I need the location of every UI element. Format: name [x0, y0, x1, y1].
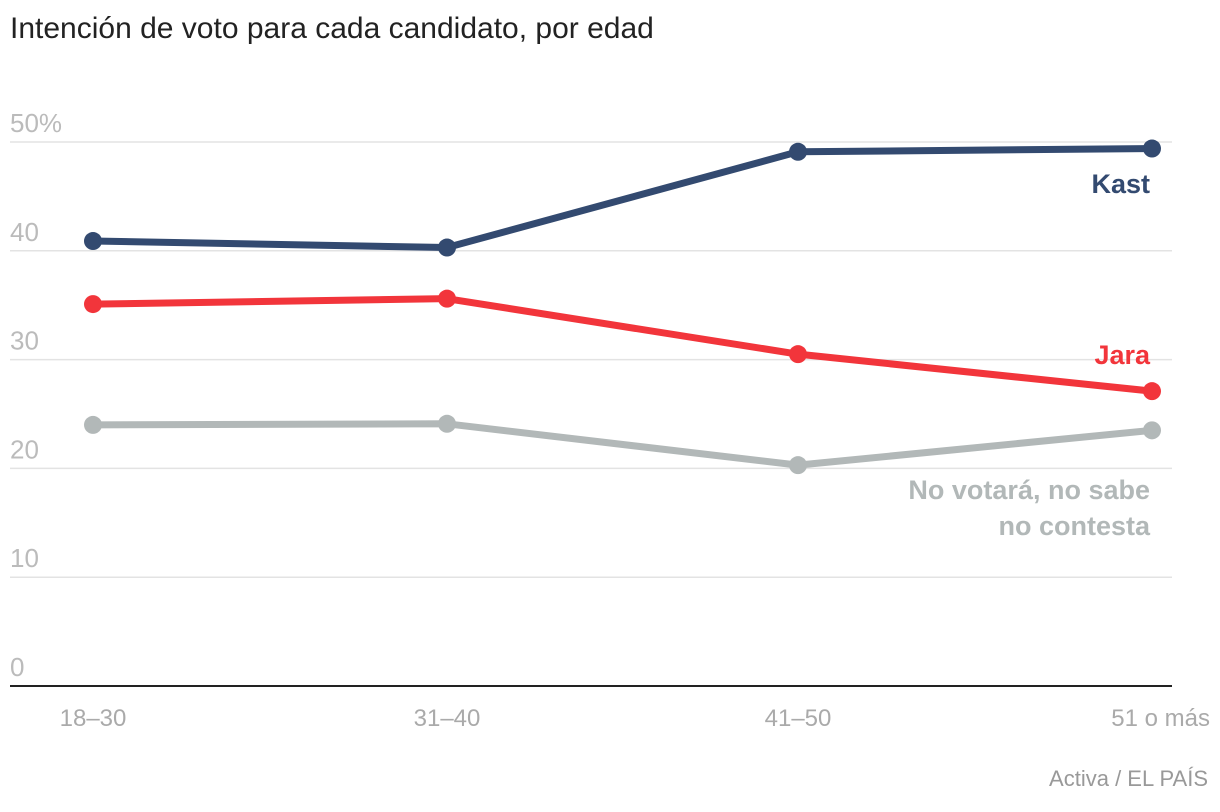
- series-label: Jara: [1094, 340, 1151, 370]
- x-axis-ticks: 18–30 31–40 41–50 51 o más: [60, 705, 1210, 732]
- data-point: [438, 414, 456, 433]
- series-label: No votará, no sabe: [908, 475, 1150, 505]
- data-point: [1143, 421, 1161, 440]
- series-line-jara: [89, 295, 1156, 395]
- x-tick-label: 31–40: [414, 705, 481, 732]
- gridlines: [10, 141, 1172, 578]
- data-point: [84, 415, 102, 434]
- y-tick-label: 0: [10, 652, 24, 682]
- series-labels: Kast Jara No votará, no sabe no contesta: [908, 169, 1151, 541]
- x-tick-label: 18–30: [60, 705, 127, 732]
- y-tick-label: 50%: [10, 108, 62, 138]
- data-point: [84, 295, 102, 314]
- source-credit: Activa / EL PAÍS: [1049, 766, 1208, 791]
- data-point: [1143, 382, 1161, 401]
- y-axis-ticks: 50% 40 30 20 10 0: [10, 108, 62, 682]
- y-tick-label: 30: [10, 326, 39, 356]
- y-tick-label: 20: [10, 434, 39, 464]
- series-label: no contesta: [998, 511, 1151, 541]
- data-point: [438, 289, 456, 308]
- data-point: [789, 456, 807, 475]
- data-point: [1143, 139, 1161, 158]
- data-point: [789, 345, 807, 364]
- data-point: [84, 232, 102, 251]
- series-line-kast: [89, 145, 1156, 252]
- data-point: [789, 142, 807, 161]
- chart-title: Intención de voto para cada candidato, p…: [10, 12, 654, 45]
- y-tick-label: 40: [10, 217, 39, 247]
- x-tick-label: 51 o más: [1111, 705, 1210, 732]
- series-label: Kast: [1091, 169, 1150, 199]
- series-group: [84, 139, 1161, 475]
- y-tick-label: 10: [10, 543, 39, 573]
- data-point: [438, 238, 456, 257]
- x-tick-label: 41–50: [765, 705, 832, 732]
- series-line-no: [89, 420, 1156, 469]
